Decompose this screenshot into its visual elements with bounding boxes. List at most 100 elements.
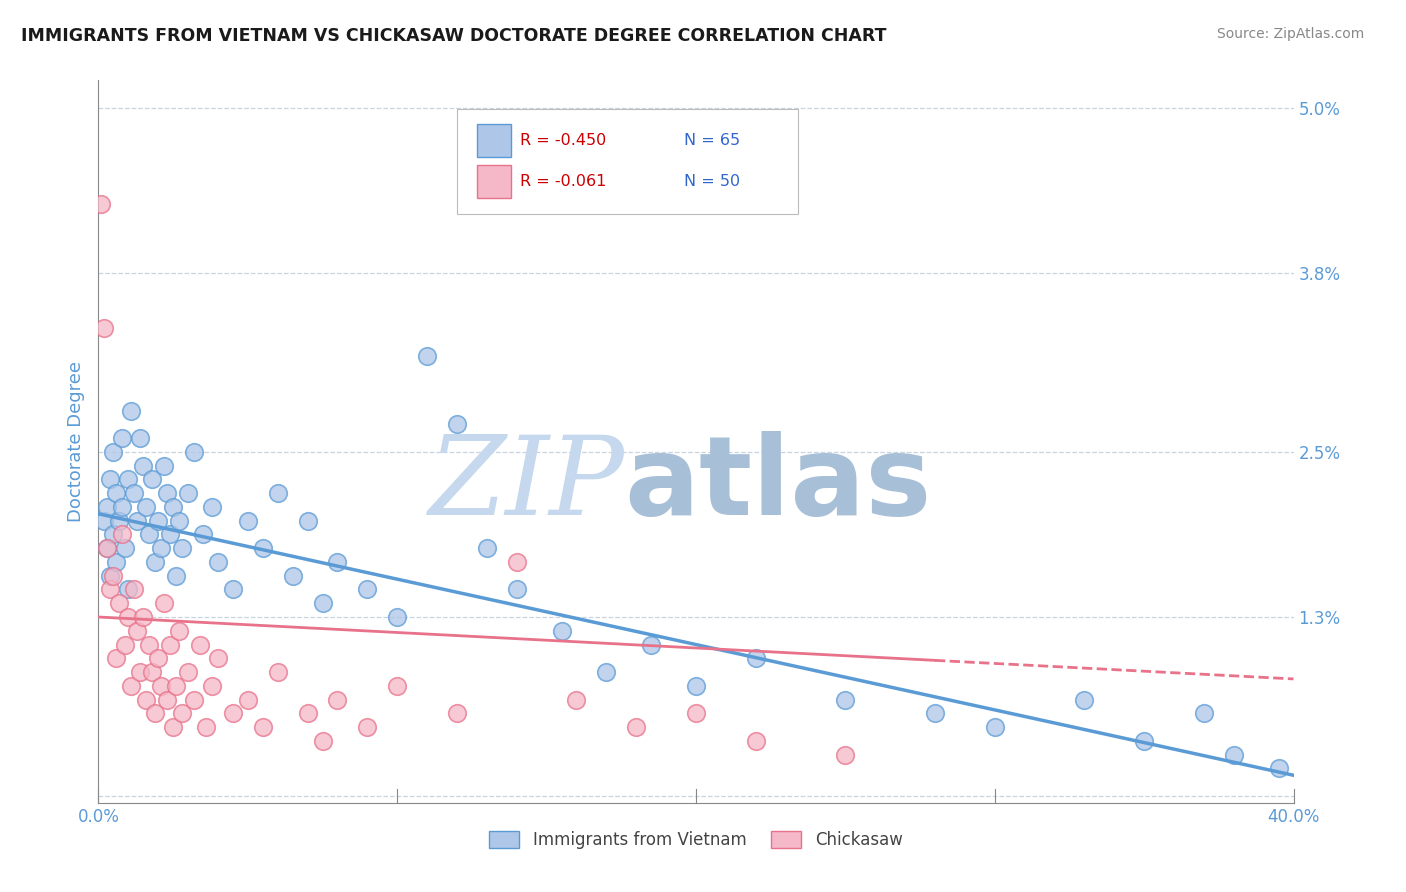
Point (129, 665, 152, 679)
Point (1073, 692, 1095, 706)
Point (120, 403, 142, 417)
Point (159, 638, 181, 652)
Point (1192, 706, 1215, 721)
Point (127, 624, 149, 638)
Point (127, 514, 149, 528)
Point (297, 514, 319, 528)
Point (236, 692, 259, 706)
Point (90, 197, 112, 211)
Point (93, 514, 115, 528)
Point (114, 541, 136, 556)
Point (103, 527, 125, 541)
Point (1133, 734, 1156, 748)
Text: R = -0.061: R = -0.061 (520, 174, 606, 189)
Point (311, 734, 333, 748)
Point (117, 610, 139, 624)
Point (326, 555, 349, 569)
Point (172, 706, 194, 721)
Text: Source: ZipAtlas.com: Source: ZipAtlas.com (1216, 27, 1364, 41)
Point (281, 568, 304, 582)
Point (183, 445, 205, 459)
Legend: Immigrants from Vietnam, Chickasaw: Immigrants from Vietnam, Chickasaw (482, 824, 910, 856)
Point (924, 706, 946, 721)
Point (153, 596, 176, 610)
Point (124, 582, 146, 597)
Point (222, 582, 245, 597)
Point (156, 692, 179, 706)
Point (98, 568, 122, 582)
Point (201, 500, 224, 514)
Point (984, 720, 1007, 734)
Point (117, 582, 139, 597)
Point (98, 472, 122, 486)
Point (141, 665, 163, 679)
Point (191, 527, 214, 541)
Point (297, 706, 319, 721)
Point (141, 472, 163, 486)
Point (96, 541, 118, 556)
Point (117, 472, 139, 486)
Point (120, 679, 142, 693)
Point (96, 541, 118, 556)
Point (311, 596, 333, 610)
Point (685, 706, 707, 721)
Point (108, 514, 131, 528)
Text: ZIP: ZIP (429, 431, 624, 539)
Point (105, 486, 128, 500)
Point (745, 651, 768, 665)
Point (129, 431, 152, 445)
Point (138, 527, 160, 541)
Point (1267, 761, 1289, 775)
Point (167, 514, 190, 528)
Point (252, 720, 274, 734)
Point (114, 638, 136, 652)
Point (506, 582, 529, 597)
Point (143, 555, 166, 569)
Point (172, 541, 194, 556)
Point (132, 458, 155, 473)
Point (98, 582, 122, 597)
Point (640, 638, 662, 652)
Point (96, 500, 118, 514)
Point (150, 541, 173, 556)
Point (108, 596, 131, 610)
Point (93, 321, 115, 335)
Point (326, 692, 349, 706)
Point (138, 638, 160, 652)
Point (148, 514, 170, 528)
Point (626, 720, 648, 734)
Point (252, 541, 274, 556)
Point (167, 624, 190, 638)
Point (222, 706, 245, 721)
Point (1223, 747, 1246, 762)
Point (550, 624, 572, 638)
Point (162, 720, 184, 734)
Point (143, 706, 166, 721)
Point (105, 555, 128, 569)
Point (148, 651, 170, 665)
Point (195, 720, 218, 734)
Point (506, 555, 529, 569)
FancyBboxPatch shape (477, 165, 510, 198)
Text: N = 50: N = 50 (685, 174, 740, 189)
Point (165, 568, 187, 582)
Point (565, 692, 588, 706)
Text: N = 65: N = 65 (685, 133, 740, 148)
Point (177, 665, 200, 679)
Text: atlas: atlas (624, 432, 932, 539)
FancyBboxPatch shape (477, 124, 510, 156)
Point (385, 610, 409, 624)
Point (124, 486, 146, 500)
Point (165, 679, 187, 693)
Text: R = -0.450: R = -0.450 (520, 133, 606, 148)
Point (267, 486, 290, 500)
Point (111, 431, 134, 445)
Point (135, 500, 157, 514)
Point (135, 692, 157, 706)
Y-axis label: Doctorate Degree: Doctorate Degree (66, 361, 84, 522)
Point (132, 610, 155, 624)
Point (745, 734, 768, 748)
Point (159, 527, 181, 541)
Point (236, 514, 259, 528)
Point (475, 541, 498, 556)
